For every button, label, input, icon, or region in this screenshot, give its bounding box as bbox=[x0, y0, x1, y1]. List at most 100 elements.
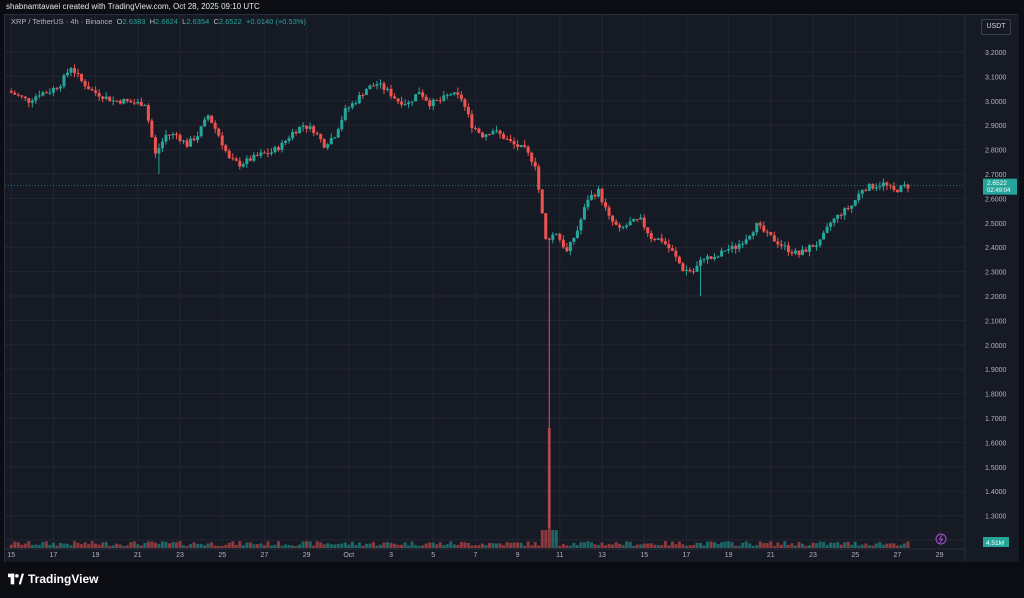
y-tick-label: 2.8000 bbox=[985, 148, 1007, 155]
volume-bar bbox=[20, 544, 24, 548]
candle-body bbox=[554, 233, 558, 235]
x-tick-label: 23 bbox=[809, 552, 817, 559]
lightning-icon[interactable] bbox=[935, 533, 947, 545]
x-tick-label: 29 bbox=[936, 552, 944, 559]
volume-bar bbox=[881, 544, 885, 548]
candle-body bbox=[473, 127, 477, 129]
volume-bar bbox=[646, 543, 650, 548]
volume-bar bbox=[811, 542, 815, 548]
volume-bar bbox=[899, 544, 903, 548]
y-tick-label: 2.9000 bbox=[985, 123, 1007, 130]
currency-button[interactable]: USDT bbox=[981, 19, 1011, 35]
volume-bar bbox=[540, 530, 544, 548]
volume-bar bbox=[171, 542, 175, 548]
candle-body bbox=[808, 245, 812, 252]
x-tick-label: 9 bbox=[516, 552, 520, 559]
candle-body bbox=[361, 95, 365, 97]
volume-bar bbox=[259, 543, 263, 548]
candle-body bbox=[280, 142, 284, 150]
candle-body bbox=[642, 217, 646, 228]
candle-body bbox=[16, 94, 20, 96]
candle-body bbox=[44, 92, 48, 94]
volume-bar bbox=[343, 542, 347, 548]
volume-bar bbox=[322, 544, 326, 548]
candle-body bbox=[582, 207, 586, 220]
volume-bar bbox=[874, 543, 878, 548]
candle-body bbox=[94, 90, 98, 93]
candle-body bbox=[371, 85, 375, 87]
volume-bar bbox=[80, 544, 84, 548]
volume-bar bbox=[551, 530, 555, 548]
volume-bar bbox=[706, 541, 710, 548]
volume-bar bbox=[146, 541, 150, 548]
candle-body bbox=[58, 86, 62, 89]
volume-bar bbox=[741, 542, 745, 548]
candle-body bbox=[850, 205, 854, 209]
candle-body bbox=[491, 131, 495, 135]
volume-bar bbox=[298, 544, 302, 548]
candle-body bbox=[252, 154, 256, 161]
candle-body bbox=[175, 134, 179, 136]
volume-bar bbox=[55, 545, 59, 548]
volume-bar bbox=[27, 541, 31, 548]
x-tick-label: 19 bbox=[92, 552, 100, 559]
candle-body bbox=[885, 182, 889, 186]
volume-bar bbox=[132, 541, 136, 548]
volume-bar bbox=[477, 545, 481, 548]
candle-body bbox=[459, 94, 463, 100]
candle-body bbox=[537, 166, 541, 190]
volume-bar bbox=[13, 541, 17, 548]
low-value: 2.6354 bbox=[186, 17, 210, 26]
candle-body bbox=[389, 88, 393, 97]
volume-bar bbox=[593, 544, 597, 548]
candle-body bbox=[435, 99, 439, 101]
volume-bar bbox=[769, 541, 773, 548]
candle-body bbox=[512, 140, 516, 145]
candle-body bbox=[248, 158, 252, 161]
candle-body bbox=[825, 226, 829, 233]
candle-body bbox=[83, 80, 87, 87]
candle-body bbox=[227, 151, 231, 158]
candle-body bbox=[902, 184, 906, 186]
candle-body bbox=[153, 137, 157, 154]
symbol-name[interactable]: XRP / TetherUS · 4h · Binance bbox=[11, 17, 113, 26]
candle-body bbox=[143, 105, 147, 107]
volume-bar bbox=[730, 542, 734, 548]
volume-bar bbox=[266, 541, 270, 548]
volume-bar bbox=[438, 542, 442, 548]
candle-body bbox=[421, 92, 425, 97]
tradingview-logo[interactable]: TradingView bbox=[8, 572, 98, 586]
volume-bar bbox=[491, 542, 495, 548]
candle-body bbox=[480, 132, 484, 138]
chart-panel[interactable]: 3.2000 3.1000 3.0000 2.9000 2.8000 2.7000 2.60… bbox=[4, 14, 1019, 563]
volume-bar bbox=[442, 545, 446, 548]
candle-body bbox=[495, 130, 499, 132]
volume-tag-value: 4.51M bbox=[986, 540, 1004, 547]
volume-bar bbox=[888, 543, 892, 548]
volume-bar bbox=[502, 545, 506, 548]
candle-body bbox=[192, 138, 196, 141]
candle-body bbox=[199, 126, 203, 137]
volume-bar bbox=[449, 541, 453, 548]
candle-body bbox=[65, 72, 69, 76]
candle-body bbox=[284, 140, 288, 143]
volume-bar bbox=[547, 428, 551, 548]
y-tick-label: 2.4000 bbox=[985, 245, 1007, 252]
volume-bar bbox=[670, 541, 674, 548]
candle-body bbox=[790, 252, 794, 254]
candle-body bbox=[326, 144, 330, 148]
candle-body bbox=[393, 96, 397, 99]
volume-bar bbox=[378, 544, 382, 548]
candle-body bbox=[607, 207, 611, 216]
candle-body bbox=[484, 134, 488, 138]
candle-body bbox=[691, 271, 695, 273]
candle-body bbox=[523, 145, 527, 147]
candle-body bbox=[160, 141, 164, 149]
volume-bar bbox=[30, 545, 34, 548]
volume-bar bbox=[597, 545, 601, 548]
y-tick-label: 1.9000 bbox=[985, 367, 1007, 374]
volume-bar bbox=[414, 545, 418, 548]
candlestick-chart[interactable]: 3.2000 3.1000 3.0000 2.9000 2.8000 2.7000 2.60… bbox=[5, 15, 1019, 563]
candle-body bbox=[702, 259, 706, 261]
volume-bar bbox=[779, 544, 783, 548]
